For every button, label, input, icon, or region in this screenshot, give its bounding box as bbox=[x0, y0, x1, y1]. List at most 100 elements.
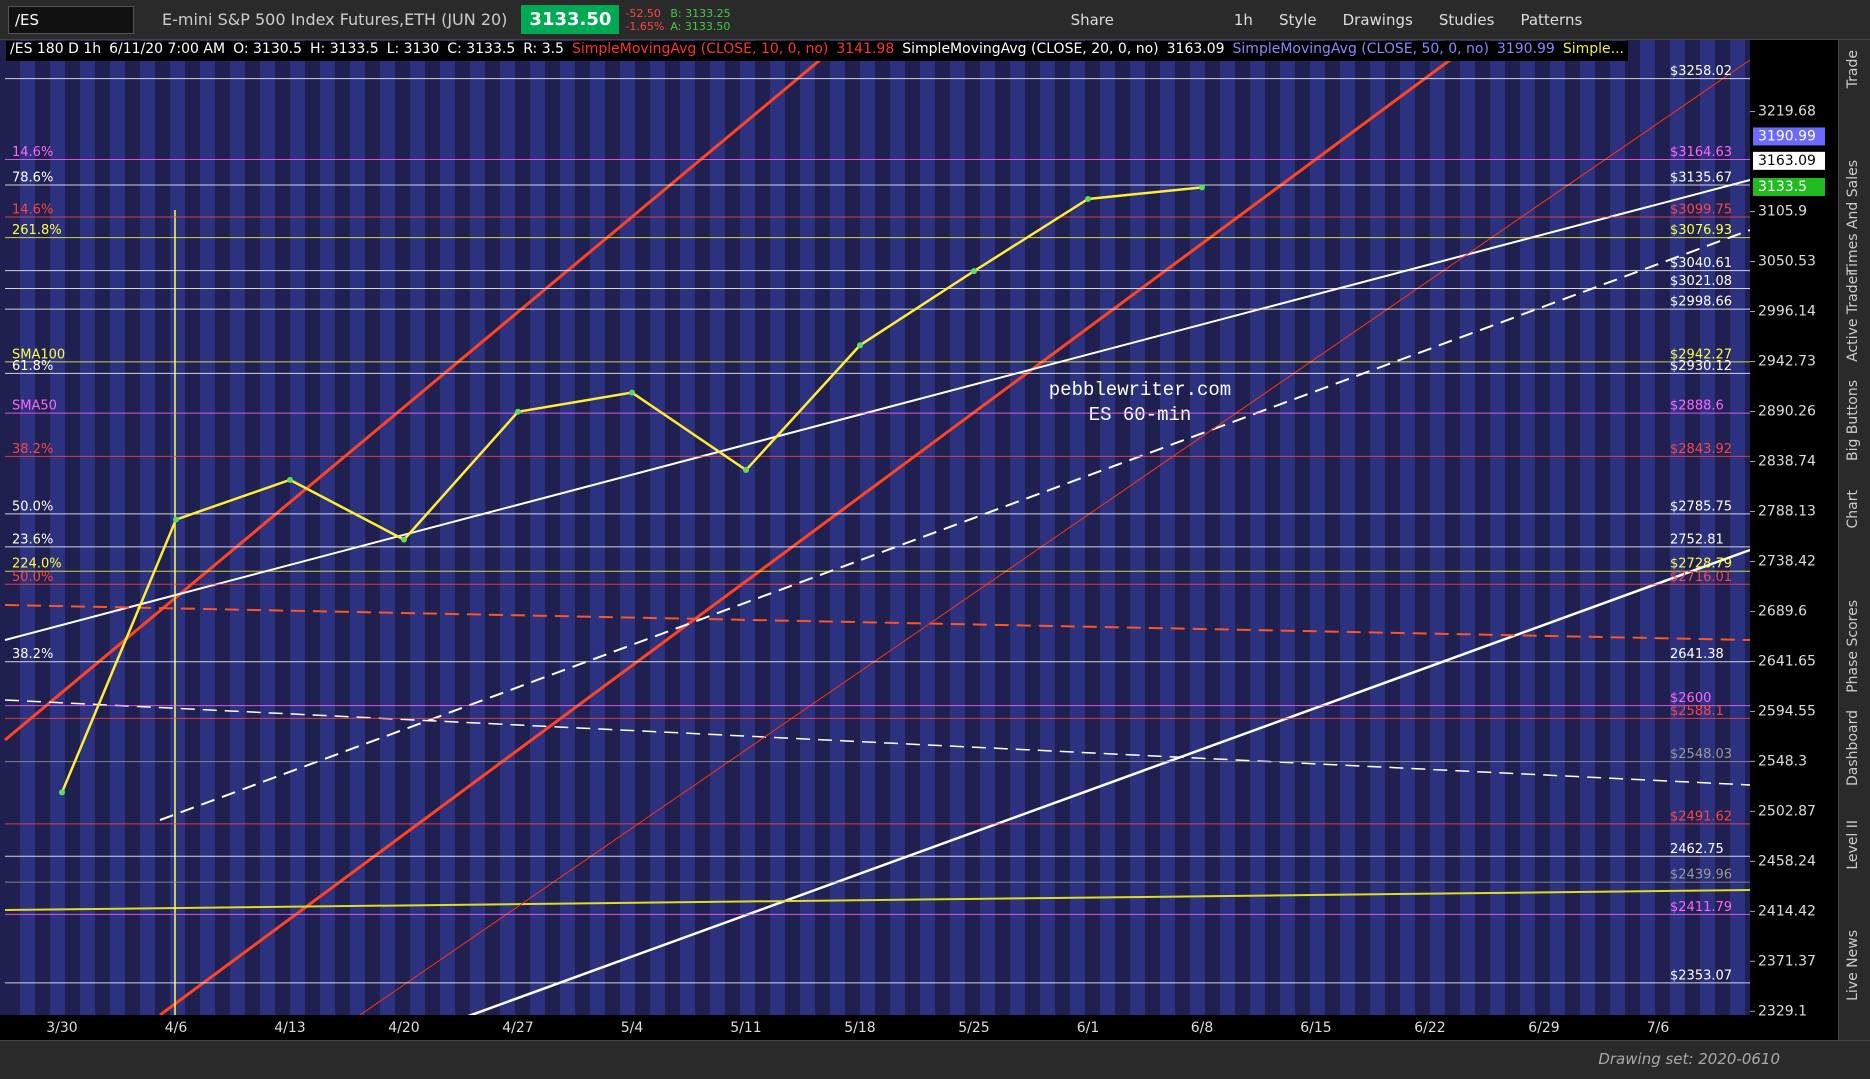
fib-label: 261.8% bbox=[12, 223, 62, 238]
level-label: 2641.38 bbox=[1670, 647, 1724, 662]
level-label: $2353.07 bbox=[1670, 968, 1732, 983]
stripe bbox=[440, 40, 455, 1015]
study-sma50-value: 3190.99 bbox=[1496, 41, 1555, 57]
x-tick-label: 4/20 bbox=[388, 1020, 419, 1036]
stripe bbox=[530, 40, 545, 1015]
stripe bbox=[1190, 40, 1205, 1015]
stripe bbox=[1070, 40, 1085, 1015]
stripe bbox=[950, 40, 965, 1015]
stripe bbox=[560, 40, 575, 1015]
y-tick-label: 2414.42 bbox=[1758, 903, 1816, 919]
stripe bbox=[800, 40, 815, 1015]
price-point bbox=[59, 789, 65, 796]
stripe bbox=[1250, 40, 1265, 1015]
y-tick-label: 2548.3 bbox=[1758, 753, 1807, 769]
side-tab[interactable]: Times And Sales bbox=[1845, 160, 1861, 276]
bid: B: 3133.25 bbox=[670, 6, 731, 20]
y-tick-label: 3050.53 bbox=[1758, 254, 1816, 270]
level-label: $3099.75 bbox=[1670, 203, 1732, 218]
drawing-set[interactable]: Drawing set: 2020-0610 bbox=[1598, 1050, 1780, 1068]
level-label: $2588.1 bbox=[1670, 704, 1724, 719]
level-label: $2930.12 bbox=[1670, 359, 1732, 374]
symbol-box[interactable]: /ES bbox=[8, 5, 134, 34]
stripe bbox=[80, 40, 95, 1015]
stripe bbox=[1160, 40, 1175, 1015]
info-close: C: 3133.5 bbox=[447, 41, 516, 57]
price-point bbox=[1199, 184, 1205, 191]
style-button[interactable]: Style bbox=[1278, 10, 1317, 29]
stripe bbox=[200, 40, 215, 1015]
session-stripes bbox=[20, 40, 1745, 1015]
stripe bbox=[50, 40, 65, 1015]
side-tab[interactable]: Live News bbox=[1845, 930, 1861, 1001]
stripe bbox=[1280, 40, 1295, 1015]
patterns-button[interactable]: Patterns bbox=[1520, 10, 1583, 29]
price-point bbox=[629, 389, 635, 396]
x-tick-label: 6/29 bbox=[1528, 1020, 1559, 1036]
info-open: O: 3130.5 bbox=[233, 41, 302, 57]
stripe bbox=[1490, 40, 1505, 1015]
price-point bbox=[743, 467, 749, 474]
fib-label: 38.2% bbox=[12, 647, 53, 662]
side-tab[interactable]: Active Trader bbox=[1845, 270, 1861, 362]
study-more: Simple... bbox=[1562, 41, 1624, 57]
level-label: $3164.63 bbox=[1670, 145, 1732, 160]
stripe bbox=[110, 40, 125, 1015]
stripe bbox=[260, 40, 275, 1015]
fib-label: 14.6% bbox=[12, 145, 53, 160]
side-tab[interactable]: Phase Scores bbox=[1845, 600, 1861, 693]
stripe bbox=[770, 40, 785, 1015]
stripe bbox=[1310, 40, 1325, 1015]
stripe bbox=[860, 40, 875, 1015]
x-tick-label: 5/25 bbox=[958, 1020, 989, 1036]
stripe bbox=[1700, 40, 1715, 1015]
x-tick-label: 6/8 bbox=[1191, 1020, 1214, 1036]
side-tab[interactable]: Level II bbox=[1845, 820, 1861, 870]
stripe bbox=[1400, 40, 1415, 1015]
x-tick-label: 4/27 bbox=[502, 1020, 533, 1036]
x-tick-label: 6/1 bbox=[1077, 1020, 1100, 1036]
x-tick-label: 3/30 bbox=[46, 1020, 77, 1036]
study-sma50: SimpleMovingAvg (CLOSE, 50, 0, no) bbox=[1232, 41, 1489, 57]
stripe bbox=[1460, 40, 1475, 1015]
net-change: -52.50 bbox=[625, 6, 661, 20]
level-label: $2411.79 bbox=[1670, 900, 1732, 915]
y-tick-label: 2788.13 bbox=[1758, 503, 1816, 519]
fib-label: SMA50 bbox=[12, 399, 57, 414]
side-tab[interactable]: Trade bbox=[1845, 50, 1861, 89]
trendlines bbox=[4, 58, 1751, 1032]
share-button[interactable]: Share bbox=[1070, 10, 1114, 29]
stripe bbox=[500, 40, 515, 1015]
level-label: 2752.81 bbox=[1670, 532, 1724, 547]
level-label: $2888.6 bbox=[1670, 399, 1724, 414]
drawings-button[interactable]: Drawings bbox=[1342, 10, 1413, 29]
fib-label: 23.6% bbox=[12, 532, 53, 547]
study-info-line: /ES 180 D 1h 6/11/20 7:00 AM O: 3130.5 H… bbox=[6, 41, 1628, 61]
study-sma20: SimpleMovingAvg (CLOSE, 20, 0, no) bbox=[902, 41, 1159, 57]
level-label: $2548.03 bbox=[1670, 747, 1732, 762]
toolbar: /ES E-mini S&P 500 Index Futures,ETH (JU… bbox=[0, 0, 1870, 40]
stripe bbox=[170, 40, 185, 1015]
quote-change: -52.50 -1.65% bbox=[625, 7, 664, 33]
side-tab[interactable]: Big Buttons bbox=[1845, 380, 1861, 462]
stripe bbox=[830, 40, 845, 1015]
level-label: $2998.66 bbox=[1670, 295, 1732, 310]
stripe bbox=[320, 40, 335, 1015]
side-tab[interactable]: Chart bbox=[1845, 490, 1861, 529]
level-label: $2716.01 bbox=[1670, 570, 1732, 585]
x-tick-label: 6/15 bbox=[1300, 1020, 1331, 1036]
stripe bbox=[1100, 40, 1115, 1015]
studies-button[interactable]: Studies bbox=[1438, 10, 1495, 29]
side-tab[interactable]: Dashboard bbox=[1845, 710, 1861, 786]
stripe bbox=[140, 40, 155, 1015]
fib-label: 38.2% bbox=[12, 442, 53, 457]
timeframe-button[interactable]: 1h bbox=[1233, 10, 1253, 29]
stripe bbox=[290, 40, 305, 1015]
price-tag bbox=[1753, 151, 1825, 170]
y-tick-label: 2942.73 bbox=[1758, 353, 1816, 369]
y-tick-label: 2996.14 bbox=[1758, 304, 1816, 320]
price-point bbox=[971, 268, 977, 275]
y-tick-label: 2458.24 bbox=[1758, 853, 1816, 869]
level-label: $3021.08 bbox=[1670, 274, 1732, 289]
price-point bbox=[287, 476, 293, 483]
